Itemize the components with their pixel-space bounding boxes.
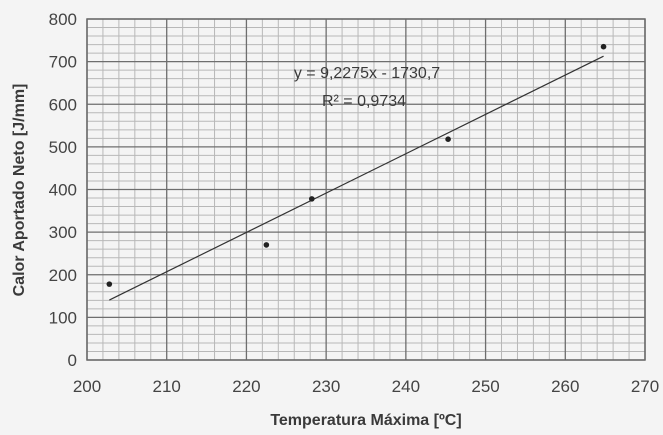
y-tick-label: 600	[49, 95, 77, 114]
x-tick-label: 250	[471, 377, 499, 396]
x-tick-label: 260	[551, 377, 579, 396]
y-tick-label: 300	[49, 223, 77, 242]
y-tick-label: 400	[49, 181, 77, 200]
y-tick-label: 700	[49, 53, 77, 72]
data-point	[600, 43, 607, 50]
r-squared-label: R² = 0,9734	[322, 93, 406, 110]
plot-area	[86, 18, 646, 361]
x-tick-label: 230	[312, 377, 340, 396]
x-axis-tick-labels: 200 210 220 230 240 250 260 270	[73, 377, 659, 396]
y-tick-label: 0	[68, 351, 77, 370]
y-axis-title: Calor Aportado Neto [J/mm]	[11, 84, 28, 297]
x-tick-label: 210	[153, 377, 181, 396]
data-point	[308, 196, 315, 202]
x-tick-label: 200	[73, 377, 101, 396]
data-points	[106, 43, 607, 287]
data-point	[106, 281, 113, 287]
y-tick-label: 500	[49, 138, 77, 157]
y-tick-label: 800	[49, 10, 77, 29]
y-axis-tick-labels: 0 100 200 300 400 500 600 700 800	[49, 10, 77, 370]
x-tick-label: 270	[631, 377, 659, 396]
data-point	[263, 242, 270, 248]
trendline-equation: y = 9,2275x - 1730,7	[294, 65, 440, 82]
x-tick-label: 240	[392, 377, 420, 396]
x-tick-label: 220	[232, 377, 260, 396]
x-axis-title: Temperatura Máxima [ºC]	[270, 412, 461, 429]
y-tick-label: 100	[49, 308, 77, 327]
data-point	[445, 136, 451, 143]
y-tick-label: 200	[49, 266, 77, 285]
trendline	[109, 55, 604, 301]
